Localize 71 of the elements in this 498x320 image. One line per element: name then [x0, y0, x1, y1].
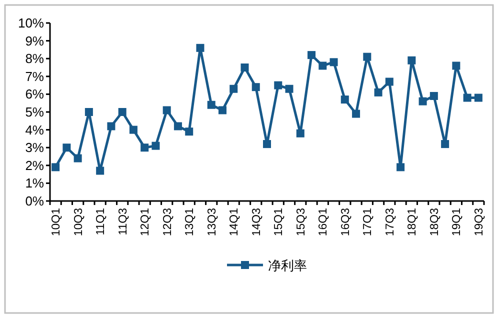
y-tick-label: 3%	[25, 140, 44, 156]
x-tick-label: 16Q1	[318, 208, 330, 236]
x-tick-label: 12Q1	[140, 208, 152, 236]
x-tick-label: 19Q1	[451, 208, 464, 236]
point	[185, 128, 194, 136]
point	[162, 106, 171, 114]
y-tick-label: 10%	[18, 16, 44, 30]
point	[207, 100, 216, 109]
point	[196, 44, 204, 52]
point	[340, 96, 349, 104]
y-tick-label: 6%	[25, 86, 44, 102]
y-tick-label: 4%	[25, 122, 44, 138]
point	[240, 64, 249, 72]
x-tick-label: 18Q3	[428, 208, 441, 236]
point	[463, 94, 472, 102]
point	[441, 140, 450, 148]
x-tick-label: 10Q3	[72, 208, 85, 236]
y-tick-label: 7%	[25, 68, 44, 84]
point	[230, 84, 238, 93]
point	[52, 163, 60, 172]
legend-label: 净利率	[268, 258, 307, 273]
point	[408, 56, 416, 64]
point	[308, 51, 316, 60]
point	[118, 108, 126, 116]
point	[84, 108, 93, 116]
x-tick-label: 15Q3	[295, 208, 308, 236]
x-tick-label: 11Q1	[95, 208, 108, 236]
x-tick-label: 16Q3	[340, 208, 352, 236]
x-tick-label: 17Q1	[362, 208, 374, 236]
point	[129, 126, 138, 134]
x-tick-label: 19Q3	[473, 208, 486, 236]
y-tick-label: 0%	[25, 194, 44, 208]
point	[74, 154, 82, 162]
point	[296, 129, 304, 138]
point	[418, 97, 427, 106]
point	[318, 62, 327, 70]
y-tick-label: 5%	[25, 104, 44, 120]
point	[152, 142, 160, 150]
point	[363, 52, 372, 61]
point	[274, 81, 282, 90]
x-tick-label: 13Q3	[206, 208, 218, 236]
y-tick-label: 8%	[25, 51, 44, 66]
point	[140, 144, 149, 152]
point	[263, 140, 271, 148]
point	[330, 58, 338, 66]
y-tick-label: 9%	[25, 33, 44, 48]
point	[285, 84, 294, 93]
x-tick-label: 13Q1	[184, 208, 196, 236]
x-tick-label: 18Q1	[406, 208, 419, 236]
point	[430, 92, 438, 100]
x-tick-label: 14Q1	[228, 208, 241, 236]
x-tick-label: 14Q3	[250, 208, 263, 236]
point	[96, 166, 104, 175]
point	[352, 110, 360, 118]
point	[252, 83, 260, 92]
y-tick-label: 1%	[25, 176, 44, 191]
point	[218, 106, 226, 114]
point	[374, 88, 382, 96]
x-tick-label: 10Q1	[50, 208, 63, 236]
point	[474, 94, 482, 102]
point	[62, 144, 71, 152]
point	[396, 163, 405, 172]
point	[107, 122, 116, 130]
x-tick-label: 12Q3	[162, 208, 174, 236]
x-tick-label: 11Q3	[117, 208, 130, 236]
point	[174, 122, 182, 130]
y-tick-label: 2%	[25, 158, 44, 173]
point	[385, 78, 394, 86]
point	[452, 62, 460, 70]
x-tick-label: 15Q1	[273, 208, 286, 236]
x-tick-label: 17Q3	[384, 208, 396, 236]
